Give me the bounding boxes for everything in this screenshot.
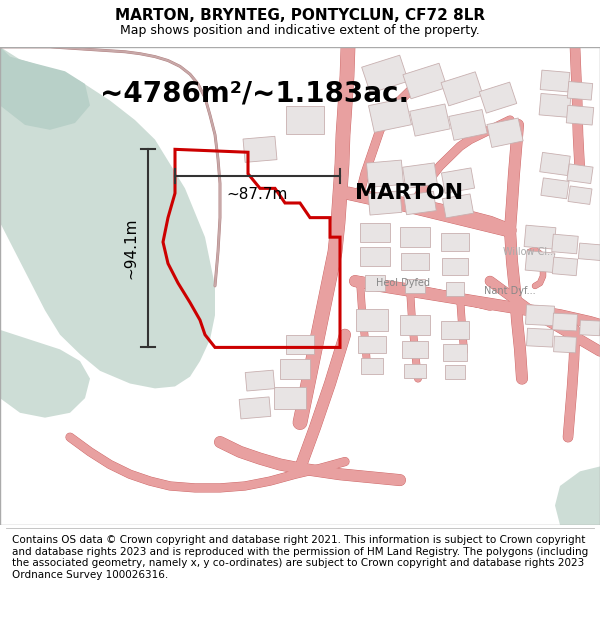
Bar [553,313,577,331]
Bar [540,70,570,92]
Bar [445,365,465,379]
Bar [442,194,473,218]
Bar [245,370,275,391]
Bar [526,305,554,326]
Text: Heol Dyfed: Heol Dyfed [376,278,430,288]
Text: ~94.1m: ~94.1m [123,217,138,279]
Bar [525,251,555,272]
Bar [362,55,409,93]
Bar [368,191,402,215]
Text: Willow Cl...: Willow Cl... [503,247,557,257]
Bar [400,228,430,247]
Bar [442,168,475,193]
Bar [274,388,306,409]
Bar [479,82,517,113]
Bar [441,72,483,106]
Bar [568,186,592,204]
Bar [361,358,383,374]
Bar [360,247,390,266]
Text: MARTON, BRYNTEG, PONTYCLUN, CF72 8LR: MARTON, BRYNTEG, PONTYCLUN, CF72 8LR [115,8,485,23]
Bar [539,94,571,118]
Polygon shape [0,330,90,418]
Bar [239,397,271,419]
Bar [403,163,437,189]
Bar [443,344,467,361]
Bar [553,257,578,276]
Bar [527,328,553,347]
Text: Nant Dyf...: Nant Dyf... [484,286,536,296]
Bar [441,321,469,339]
Bar [405,279,425,293]
Bar [404,191,436,215]
Text: ~4786m²/~1.183ac.: ~4786m²/~1.183ac. [100,80,409,107]
Bar [286,106,324,134]
Text: Map shows position and indicative extent of the property.: Map shows position and indicative extent… [120,24,480,36]
Bar [566,106,594,125]
Bar [356,309,388,331]
Text: MARTON: MARTON [355,183,463,203]
Bar [404,364,426,378]
Bar [580,320,600,336]
Bar [403,63,447,99]
Bar [554,336,577,353]
Bar [441,233,469,251]
Bar [578,243,600,261]
Bar [286,335,314,354]
Bar [401,253,429,271]
Bar [365,275,385,291]
Bar [360,222,390,242]
Bar [541,178,569,199]
Bar [567,164,593,184]
Bar [442,258,468,275]
Bar [402,341,428,358]
Bar [446,282,464,296]
Bar [552,234,578,254]
Bar [243,136,277,162]
Polygon shape [555,466,600,525]
Text: Contains OS data © Crown copyright and database right 2021. This information is : Contains OS data © Crown copyright and d… [12,535,588,580]
Bar [400,315,430,335]
Bar [410,104,451,136]
Bar [280,359,310,379]
Bar [487,118,523,148]
Text: ~87.7m: ~87.7m [227,188,288,202]
Bar [524,225,556,249]
Bar [449,109,487,141]
Polygon shape [0,47,90,130]
Bar [568,81,593,100]
Polygon shape [0,47,215,388]
Bar [540,152,570,176]
Bar [368,98,412,132]
Bar [367,160,404,188]
Bar [358,336,386,353]
